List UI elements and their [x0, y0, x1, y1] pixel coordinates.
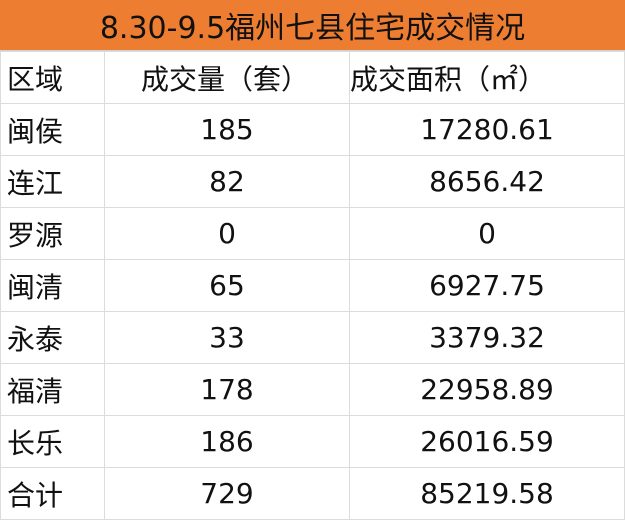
table-row: 闽侯 185 17280.61	[0, 103, 625, 156]
cell-area: 85219.58	[349, 467, 625, 520]
column-header-units: 成交量（套）	[104, 51, 350, 104]
cell-district: 闽侯	[0, 103, 105, 156]
cell-district: 合计	[0, 467, 105, 520]
header-row: 区域 成交量（套） 成交面积（㎡）	[0, 51, 625, 104]
cell-area: 17280.61	[349, 103, 625, 156]
cell-area: 3379.32	[349, 311, 625, 364]
cell-units: 82	[104, 155, 350, 208]
cell-units: 0	[104, 207, 350, 260]
cell-district: 长乐	[0, 415, 105, 468]
table-title: 8.30-9.5福州七县住宅成交情况	[0, 0, 625, 51]
sales-table: 区域 成交量（套） 成交面积（㎡） 闽侯 185 17280.61 连江 82 8656.…	[0, 51, 625, 520]
table-row: 罗源 0 0	[0, 207, 625, 260]
cell-area: 22958.89	[349, 363, 625, 416]
cell-district: 连江	[0, 155, 105, 208]
cell-units: 65	[104, 259, 350, 312]
cell-area: 0	[349, 207, 625, 260]
table-row: 连江 82 8656.42	[0, 155, 625, 208]
cell-district: 闽清	[0, 259, 105, 312]
total-row: 合计 729 85219.58	[0, 467, 625, 520]
column-header-district: 区域	[0, 51, 105, 104]
cell-units: 729	[104, 467, 350, 520]
table-row: 长乐 186 26016.59	[0, 415, 625, 468]
cell-units: 185	[104, 103, 350, 156]
cell-district: 福清	[0, 363, 105, 416]
cell-units: 33	[104, 311, 350, 364]
cell-units: 186	[104, 415, 350, 468]
cell-area: 26016.59	[349, 415, 625, 468]
cell-district: 永泰	[0, 311, 105, 364]
column-header-area: 成交面积（㎡）	[349, 51, 625, 104]
table-row: 闽清 65 6927.75	[0, 259, 625, 312]
cell-area: 6927.75	[349, 259, 625, 312]
cell-units: 178	[104, 363, 350, 416]
cell-district: 罗源	[0, 207, 105, 260]
table-row: 福清 178 22958.89	[0, 363, 625, 416]
cell-area: 8656.42	[349, 155, 625, 208]
table-row: 永泰 33 3379.32	[0, 311, 625, 364]
